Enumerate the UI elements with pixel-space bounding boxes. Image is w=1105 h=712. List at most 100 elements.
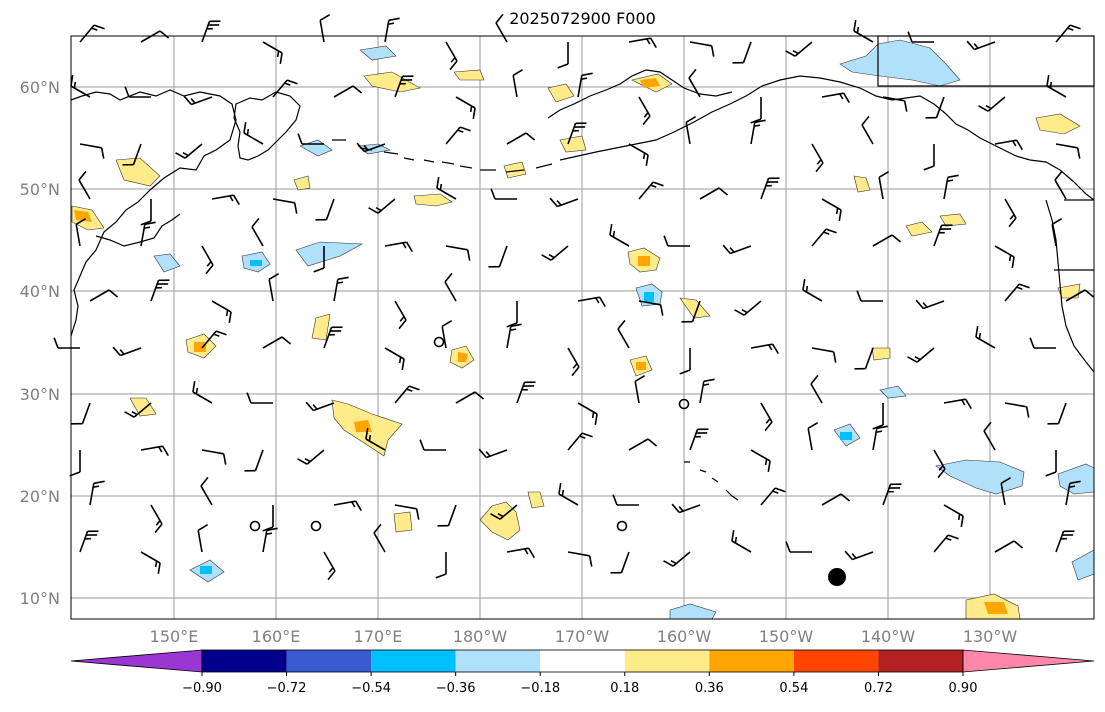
wind-barb — [211, 300, 232, 323]
colorbar-segment — [624, 650, 710, 672]
negative-anomaly-patch — [669, 603, 717, 620]
wind-barb — [760, 487, 786, 506]
wind-barb — [1065, 480, 1081, 506]
wind-barb — [638, 300, 664, 316]
negative-anomaly-core — [200, 566, 212, 574]
wind-barb — [907, 347, 935, 363]
positive-anomaly-core — [74, 210, 92, 222]
wind-barb — [1000, 477, 1012, 506]
colorbar-segment — [202, 650, 287, 672]
wind-barb — [373, 523, 386, 553]
positive-anomaly-patch — [503, 161, 527, 179]
wind-barb — [844, 550, 874, 561]
wind-barb — [663, 235, 690, 247]
wind-barb — [541, 245, 569, 261]
wind-barb — [994, 540, 1024, 553]
wind-barb — [685, 116, 697, 145]
wind-barb — [810, 374, 823, 404]
wind-barb — [140, 199, 152, 226]
wind-barb — [268, 273, 280, 302]
wind-barb — [150, 279, 170, 302]
wind-barb — [750, 119, 766, 145]
negative-anomaly-patch — [359, 45, 397, 61]
lat-label: 20°N — [20, 487, 60, 506]
wind-barb — [272, 198, 298, 214]
wind-barb — [628, 438, 658, 451]
wind-barb — [671, 503, 701, 514]
colorbar-tick-label: −0.18 — [520, 681, 560, 696]
wind-barb — [943, 398, 972, 410]
wind-barb — [933, 449, 946, 479]
lat-label: 10°N — [20, 589, 60, 608]
colorbar-segment — [540, 650, 625, 672]
wind-barb — [365, 428, 386, 451]
wind-barb — [368, 198, 396, 214]
wind-barb — [983, 421, 996, 451]
wind-barb — [506, 547, 535, 559]
wind-barb — [150, 504, 163, 534]
wind-barb — [689, 41, 715, 57]
negative-anomaly-patch — [839, 39, 961, 87]
wind-barb — [201, 449, 227, 465]
wind-barb — [750, 97, 762, 124]
wind-barb — [882, 96, 908, 112]
lon-label: 170°E — [354, 627, 403, 646]
colorbar-tick-label: 0.18 — [610, 681, 639, 696]
wind-barb — [441, 320, 453, 349]
negative-anomaly-core — [644, 292, 654, 302]
wind-barb — [313, 246, 325, 273]
wind-barb — [488, 245, 508, 268]
wind-barb — [1045, 450, 1057, 477]
wind-barb — [811, 143, 824, 173]
wind-barb — [557, 42, 569, 69]
wind-barb — [516, 381, 536, 404]
wind-barb — [1054, 170, 1067, 200]
kamchatka-coastline — [233, 91, 301, 161]
wind-barb — [89, 480, 105, 506]
positive-anomaly-patch — [393, 511, 413, 533]
wind-barb — [628, 37, 657, 49]
calm-wind-circle — [678, 398, 690, 410]
wind-barb — [577, 72, 593, 98]
wind-barb — [305, 401, 335, 412]
hawaii-islands — [684, 461, 739, 501]
positive-anomaly-core — [636, 362, 646, 370]
calm-wind-circle — [249, 520, 261, 532]
latitude-labels: 60°N 50°N 40°N 30°N 20°N 10°N — [20, 78, 60, 608]
colorbar-segment — [709, 650, 794, 672]
colorbar-extension-high — [962, 649, 1095, 673]
wind-barb — [856, 290, 883, 302]
positive-anomaly-patch — [853, 175, 871, 193]
wind-barb — [915, 299, 945, 310]
wind-barb — [490, 504, 518, 520]
wind-barb — [455, 96, 476, 119]
wind-barb — [567, 122, 587, 145]
wind-barb — [1004, 198, 1017, 228]
wind-barb — [445, 245, 471, 261]
wind-barb — [333, 500, 362, 512]
map-border — [70, 35, 1095, 620]
japan-coastline — [95, 213, 181, 247]
wind-barb — [628, 143, 649, 166]
wind-barb — [1004, 402, 1030, 418]
wind-barb — [201, 330, 227, 349]
wind-barb — [356, 142, 386, 153]
wind-barb — [192, 381, 213, 404]
alaska-coastline — [577, 75, 1095, 201]
colorbar-frame — [201, 649, 964, 673]
wind-barb — [262, 336, 292, 349]
wind-barb — [617, 319, 630, 349]
colorbar-tick-label: −0.72 — [267, 681, 307, 696]
wind-barb — [612, 494, 639, 506]
wind-barb — [124, 402, 152, 418]
wind-barb — [445, 41, 458, 71]
wind-barb — [1055, 530, 1075, 553]
wind-barb — [297, 449, 325, 465]
wind-barb — [679, 348, 691, 375]
positive-anomaly-core — [984, 602, 1008, 614]
colorbar: −0.90 −0.72 −0.54 −0.36 −0.18 0.18 0.36 0.54 0.7… — [70, 649, 1095, 696]
lon-label: 150°E — [150, 627, 199, 646]
wind-barb — [872, 425, 888, 451]
positive-anomaly-patch — [871, 347, 891, 361]
